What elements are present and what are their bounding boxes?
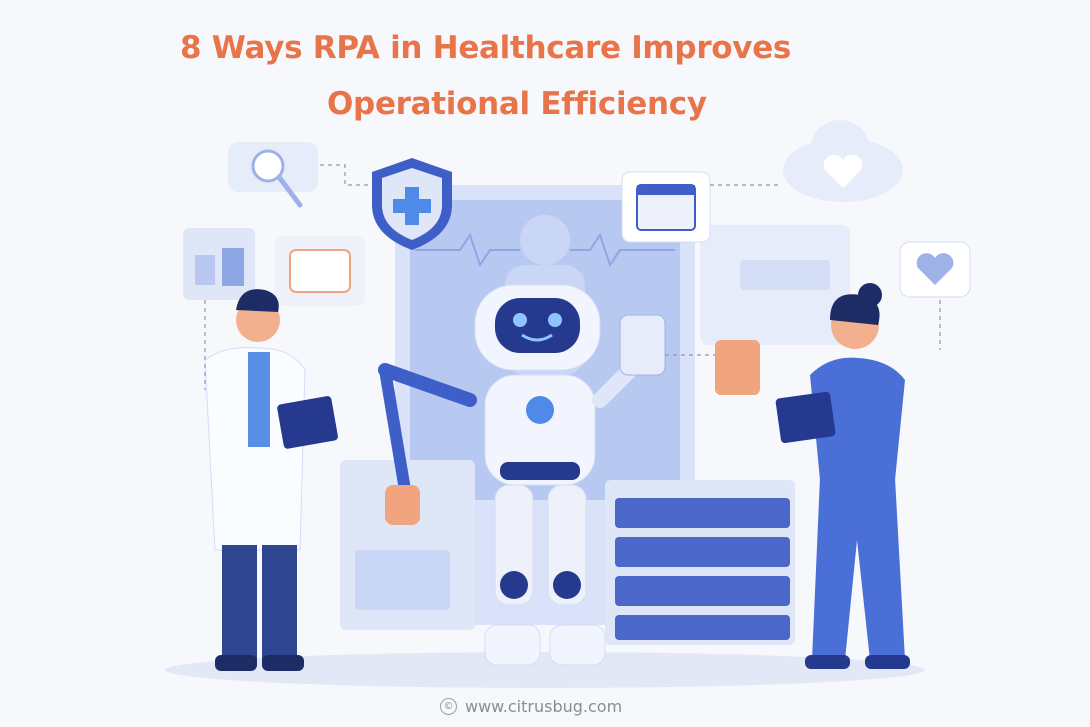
headline-line-2: Operational Efficiency [327,86,707,122]
heartbeat-bubble-icon [899,241,971,298]
copyright-icon: © [440,698,457,715]
chart-icon [183,228,255,300]
search-icon [228,142,318,208]
cloud-heart-icon [783,120,903,202]
website-url: www.citrusbug.com [465,697,623,716]
footer-website: © www.citrusbug.com [440,697,622,716]
calendar-icon [621,171,711,243]
checklist-icon [289,249,351,293]
doctor [204,289,338,671]
nurse [775,283,910,669]
server-rack [605,480,795,645]
robot [378,284,666,666]
medical-tablet-icon [715,340,760,395]
shield-plus-icon [372,158,452,250]
floor-shadow [165,652,925,688]
headline-line-1: 8 Ways RPA in Healthcare Improves [180,30,792,66]
connector-lines [204,164,941,390]
